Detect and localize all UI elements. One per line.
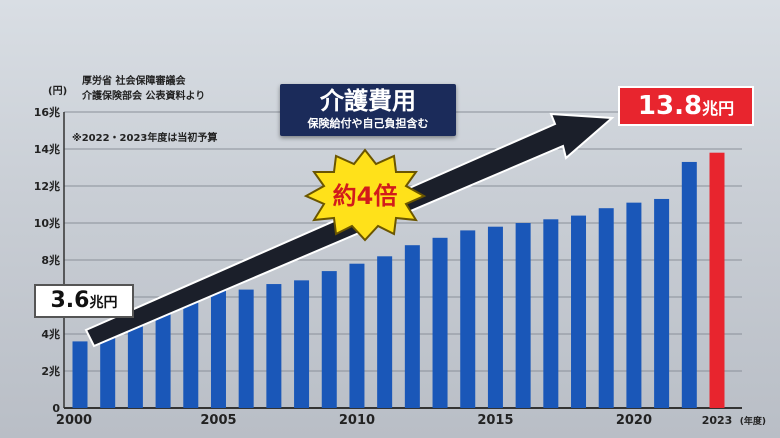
budget-note: ※2022・2023年度は当初予算 xyxy=(72,133,218,144)
source-credit: 厚労省 社会保障審議会 介護保険部会 公表資料より xyxy=(82,74,205,104)
bar-2007 xyxy=(266,284,282,408)
start-value-callout: 3.6兆円 xyxy=(34,284,134,318)
chart-title: 介護費用 xyxy=(320,87,416,115)
x-tick-label: 2000 xyxy=(56,413,92,428)
end-unit: 兆円 xyxy=(702,99,735,118)
x-tick-label: 2015 xyxy=(477,413,513,428)
source-line-2: 介護保険部会 公表資料より xyxy=(82,91,206,102)
y-tick-labels: 02兆4兆6兆8兆10兆12兆14兆16兆 xyxy=(34,105,61,415)
bar-2020 xyxy=(626,202,642,408)
y-axis-unit: (円) xyxy=(48,86,68,97)
burst-shape xyxy=(303,148,427,242)
bar-series xyxy=(72,152,725,408)
bar-2004 xyxy=(183,293,199,408)
growth-arrow xyxy=(84,112,615,348)
bar-2011 xyxy=(377,256,393,408)
bar-2017 xyxy=(543,219,559,408)
y-tick-label: 10兆 xyxy=(34,216,60,230)
bar-2021 xyxy=(654,198,670,408)
source-line-1: 厚労省 社会保障審議会 xyxy=(82,76,186,87)
x-tick-label: 2020 xyxy=(616,413,652,428)
end-value-callout: 13.8兆円 xyxy=(618,86,754,126)
bar-2003 xyxy=(155,302,171,408)
bar-2012 xyxy=(404,245,420,408)
start-value: 3.6 xyxy=(50,288,90,313)
end-value: 13.8 xyxy=(637,91,703,121)
title-box: 介護費用 保険給付や自己負担含む xyxy=(280,84,456,136)
bar-2005 xyxy=(210,289,226,408)
chart-subtitle: 保険給付や自己負担含む xyxy=(307,117,429,130)
y-tick-label: 0 xyxy=(52,402,60,415)
y-tick-label: 2兆 xyxy=(41,364,60,378)
x-tick-label: 2010 xyxy=(339,413,375,428)
bar-2001 xyxy=(100,322,116,408)
bar-2013 xyxy=(432,237,448,408)
start-unit: 兆円 xyxy=(89,295,118,311)
growth-multiplier: 約4倍 xyxy=(332,182,398,210)
y-tick-label: 16兆 xyxy=(34,105,60,119)
y-tick-label: 4兆 xyxy=(41,327,60,341)
bar-2000 xyxy=(72,341,88,408)
bar-2015 xyxy=(487,226,503,408)
bar-2016 xyxy=(515,223,531,408)
y-tick-label: 12兆 xyxy=(34,179,60,193)
bar-2006 xyxy=(238,289,254,408)
x-axis-unit: (年度) xyxy=(740,415,766,427)
y-tick-label: 14兆 xyxy=(34,142,60,156)
bar-2008 xyxy=(294,280,310,408)
bar-2014 xyxy=(460,230,476,408)
bar-2019 xyxy=(598,208,614,408)
bar-2022 xyxy=(681,161,697,408)
y-tick-label: 8兆 xyxy=(41,253,60,267)
growth-arrow-shape xyxy=(84,112,615,348)
x-tick-labels: 2000 2005 2010 2015 2020 2023 xyxy=(56,413,732,428)
bar-2018 xyxy=(571,215,587,408)
bar-2009 xyxy=(321,271,337,408)
x-tick-label: 2023 xyxy=(702,414,733,427)
x-tick-label: 2005 xyxy=(200,413,236,428)
bar-2023 xyxy=(709,152,725,408)
bar-2002 xyxy=(127,311,143,408)
bar-2010 xyxy=(349,263,365,408)
